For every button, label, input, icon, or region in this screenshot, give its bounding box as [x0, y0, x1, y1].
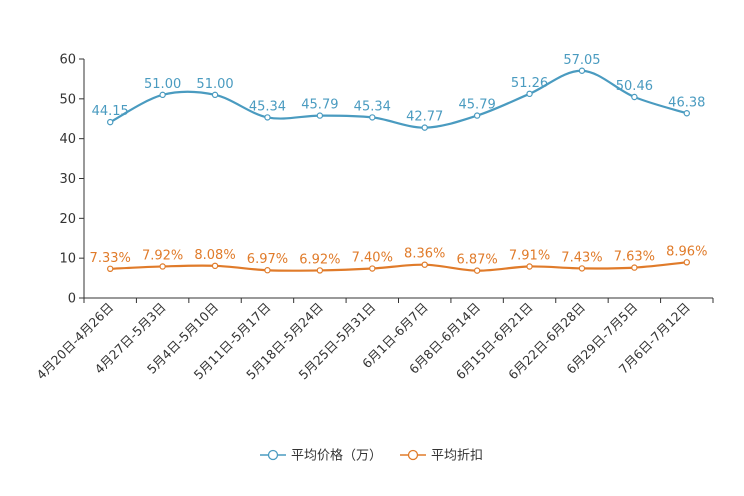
legend-label: 平均折扣: [431, 449, 483, 464]
data-point[interactable]: [526, 263, 533, 270]
series-avg-price: 44.15 51.00 51.00 45.34 45.79 45.34 42.77 45.79…: [92, 53, 705, 131]
data-label: 45.79: [459, 98, 496, 113]
data-point[interactable]: [264, 267, 271, 274]
data-point[interactable]: [107, 118, 114, 126]
data-label: 45.79: [301, 98, 338, 113]
data-point[interactable]: [159, 91, 166, 99]
data-label: 8.08%: [194, 248, 235, 263]
data-label: 8.96%: [666, 244, 707, 259]
series-line: [110, 261, 687, 272]
data-point[interactable]: [578, 67, 586, 74]
data-label: 44.15: [92, 104, 129, 119]
data-point[interactable]: [473, 112, 481, 119]
data-point[interactable]: [369, 114, 376, 121]
data-point[interactable]: [578, 265, 586, 272]
data-point[interactable]: [631, 264, 638, 271]
data-label: 6.92%: [299, 252, 340, 267]
y-tick-label: 0: [68, 292, 76, 307]
chart-series: 44.15 51.00 51.00 45.34 45.79 45.34 42.77 45.79…: [90, 53, 707, 274]
data-point[interactable]: [369, 265, 376, 272]
data-label: 8.36%: [404, 247, 445, 262]
y-tick-label: 60: [59, 53, 76, 68]
data-label: 6.87%: [456, 253, 497, 268]
series-avg-discount: 7.33% 7.92% 8.08% 6.97% 6.92% 7.40% 8.36% 6.87%…: [90, 244, 707, 274]
y-tick-label: 40: [59, 132, 76, 147]
data-label: 46.38: [668, 95, 705, 110]
data-point[interactable]: [683, 110, 690, 117]
legend-item-avg-discount[interactable]: 平均折扣: [400, 449, 483, 464]
y-tick-label: 10: [59, 252, 76, 267]
series-line: [109, 69, 688, 129]
data-point[interactable]: [211, 91, 219, 99]
chart-legend[interactable]: 平均价格（万） 平均折扣: [260, 448, 483, 464]
data-point[interactable]: [316, 112, 324, 119]
data-point[interactable]: [316, 267, 324, 274]
y-tick-label: 20: [59, 212, 76, 227]
data-point[interactable]: [211, 262, 219, 270]
data-label: 7.40%: [352, 251, 393, 266]
data-label: 7.92%: [142, 248, 183, 263]
data-label: 50.46: [616, 79, 653, 94]
data-point[interactable]: [159, 263, 166, 270]
data-label: 7.43%: [561, 250, 602, 265]
data-point[interactable]: [631, 93, 638, 101]
data-label: 45.34: [249, 99, 286, 114]
data-point[interactable]: [526, 90, 533, 98]
data-point[interactable]: [421, 261, 428, 268]
data-point[interactable]: [683, 259, 690, 266]
data-label: 51.00: [196, 77, 233, 92]
legend-label: 平均价格（万）: [291, 448, 382, 464]
y-tick-label: 30: [59, 172, 76, 187]
y-tick-label: 50: [59, 92, 76, 107]
legend-marker: [407, 449, 419, 461]
data-label: 51.26: [511, 76, 548, 91]
data-label: 7.33%: [90, 251, 131, 266]
data-label: 57.05: [563, 53, 600, 68]
legend-item-avg-price[interactable]: 平均价格（万）: [260, 448, 382, 464]
data-label: 7.63%: [614, 250, 655, 265]
data-label: 51.00: [144, 77, 181, 92]
data-label: 42.77: [406, 110, 443, 125]
data-point[interactable]: [473, 267, 481, 274]
data-label: 6.97%: [247, 252, 288, 267]
data-point[interactable]: [421, 124, 428, 131]
data-point[interactable]: [264, 114, 271, 121]
data-point[interactable]: [107, 265, 114, 273]
data-label: 45.34: [354, 99, 391, 114]
data-label: 7.91%: [509, 248, 550, 263]
legend-marker: [267, 449, 279, 461]
